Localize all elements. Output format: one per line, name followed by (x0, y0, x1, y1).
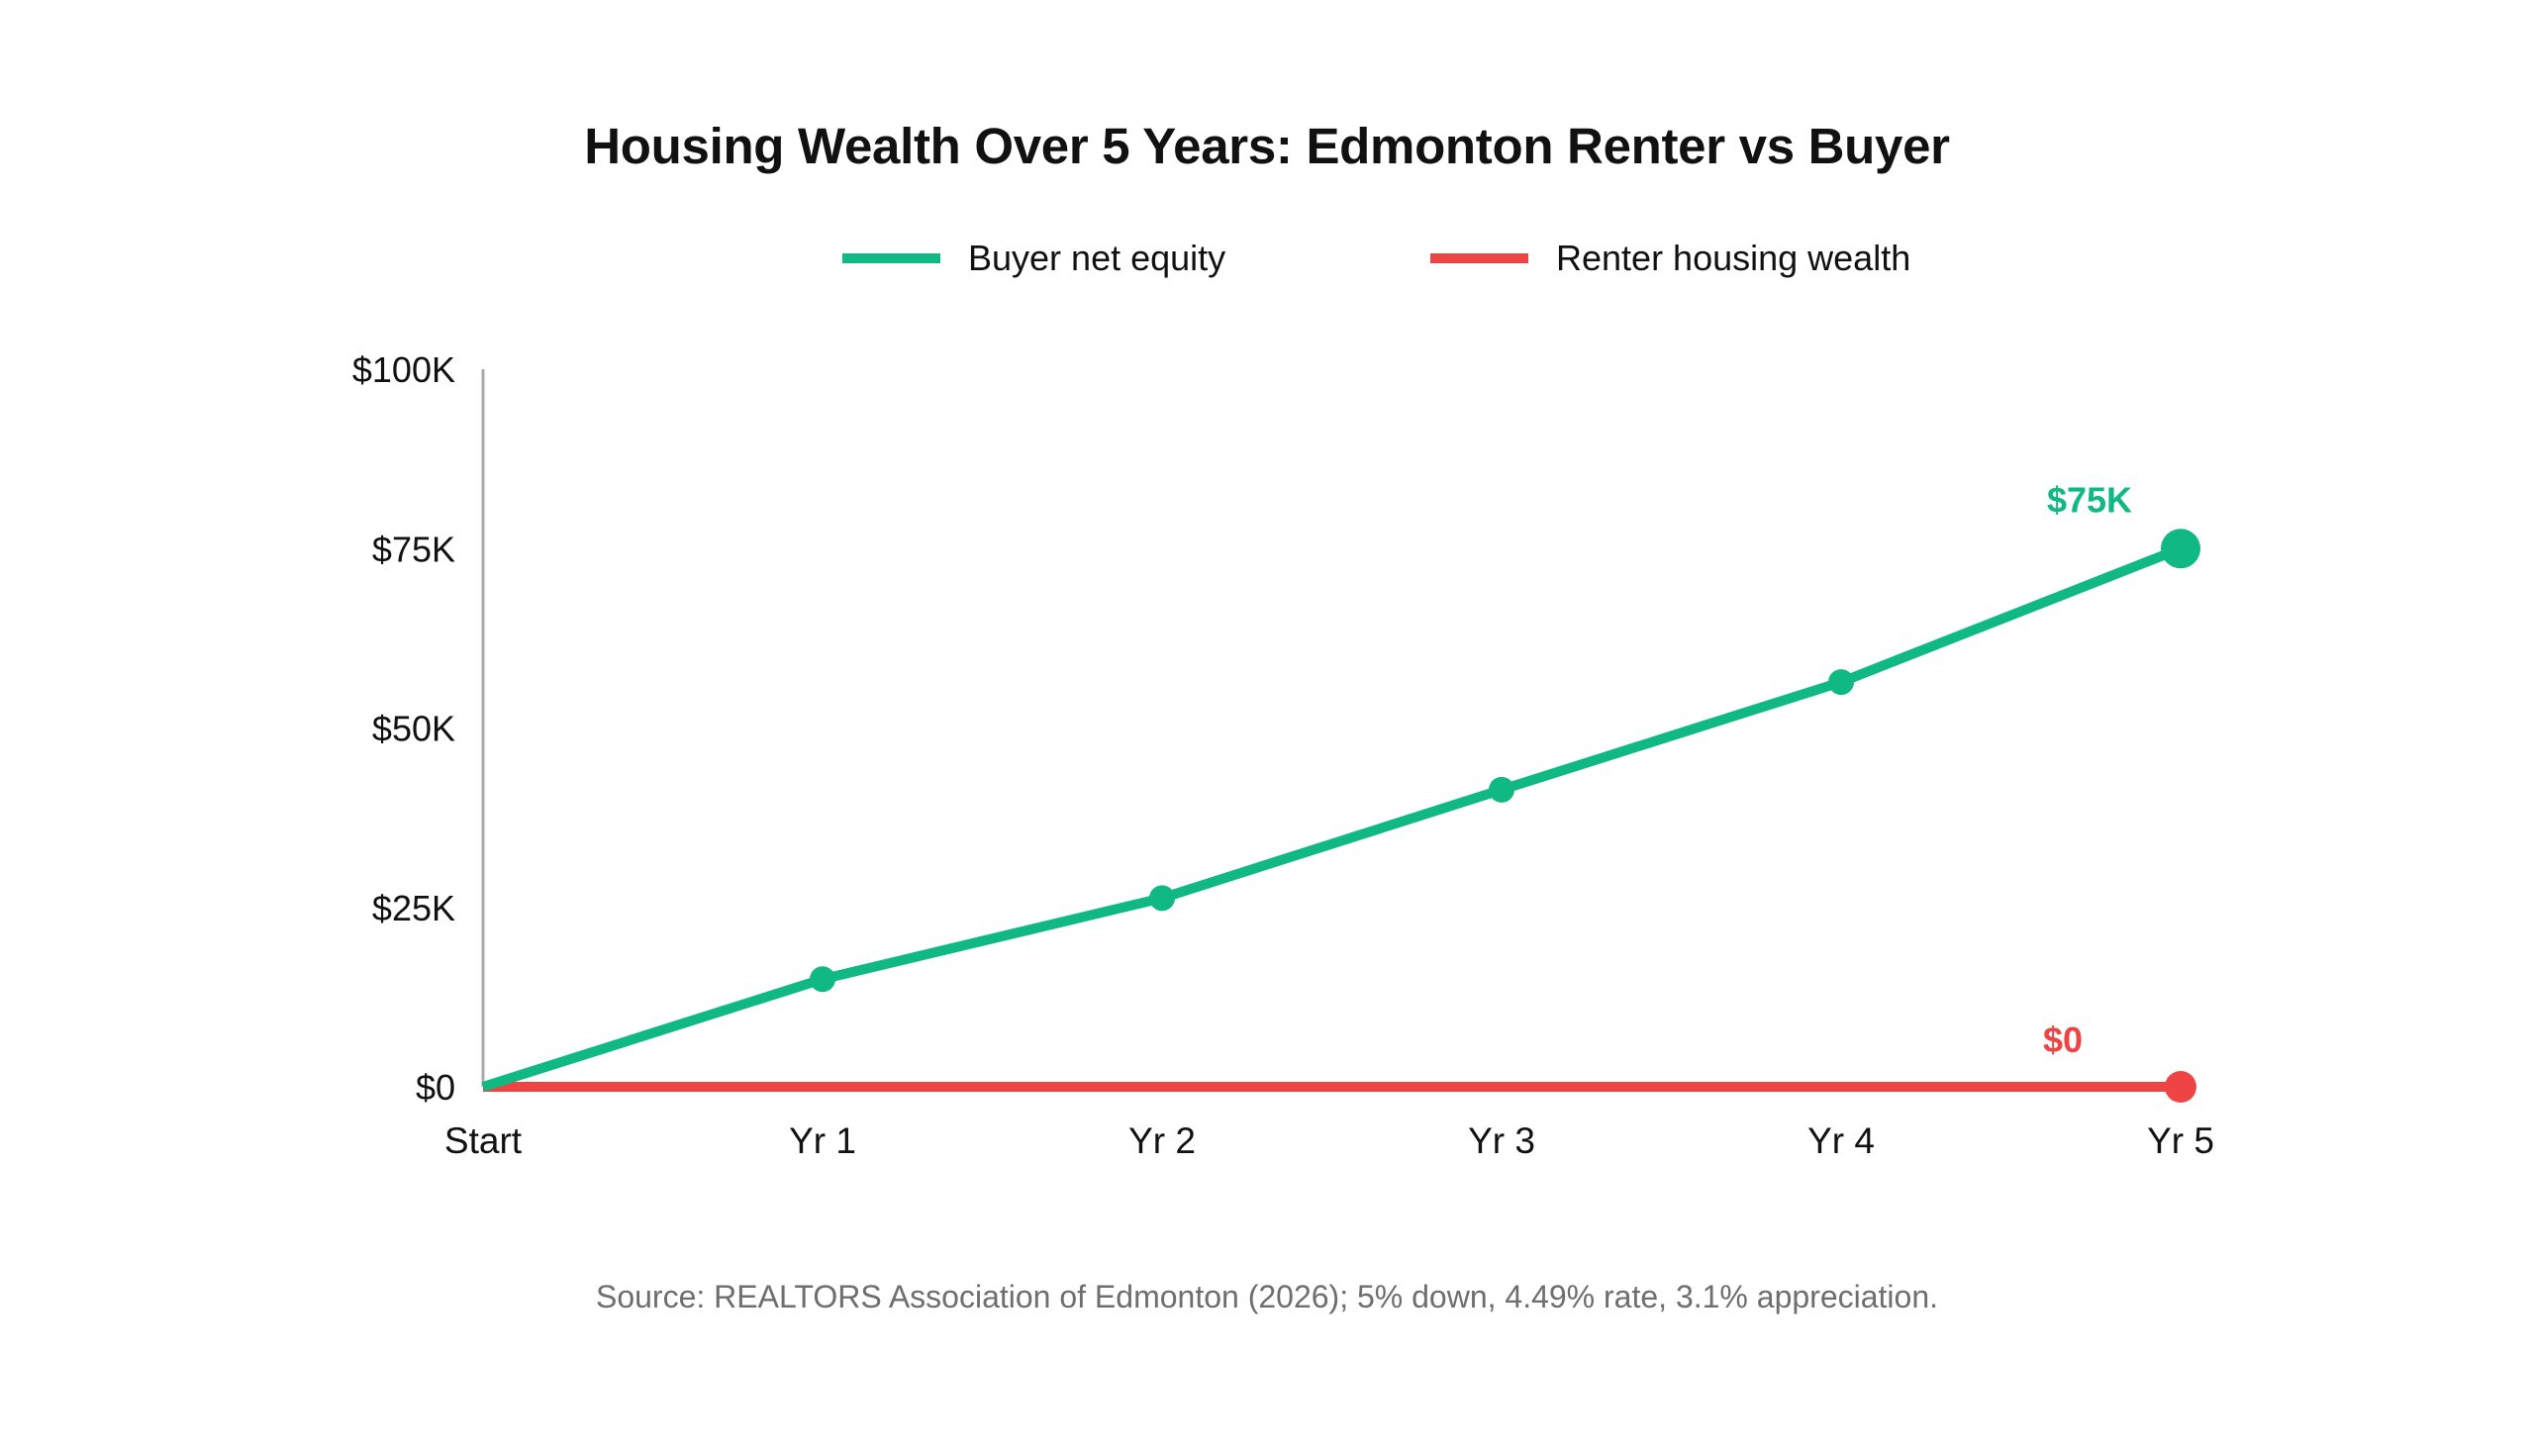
end-point-marker (2161, 529, 2200, 569)
y-tick-label: $50K (372, 709, 455, 749)
y-tick-label: $100K (352, 349, 455, 390)
x-tick-label: Yr 3 (1468, 1120, 1535, 1161)
y-tick-labels: $0 $25K $50K $75K $100K (352, 349, 455, 1108)
legend-label-buyer: Buyer net equity (968, 238, 1226, 278)
data-point-marker (1149, 885, 1175, 912)
data-point-marker (1828, 669, 1854, 696)
data-point-marker (1489, 776, 1514, 803)
data-point-marker (810, 966, 835, 993)
y-tick-label: $25K (372, 888, 455, 928)
y-tick-label: $0 (416, 1067, 455, 1108)
x-tick-label: Yr 2 (1128, 1120, 1196, 1161)
x-tick-label: Yr 1 (789, 1120, 856, 1161)
series-line (481, 543, 2183, 1092)
x-tick-labels: Start Yr 1 Yr 2 Yr 3 Yr 4 Yr 5 (444, 1120, 2214, 1161)
chart-legend: Buyer net equity Renter housing wealth (0, 234, 2534, 283)
buyer-end-value-label: $75K (2047, 479, 2132, 520)
source-note: Source: REALTORS Association of Edmonton… (595, 1279, 1938, 1314)
legend-item-renter: Renter housing wealth (1430, 234, 1910, 283)
legend-item-buyer: Buyer net equity (842, 234, 1225, 283)
x-tick-label: Yr 5 (2147, 1120, 2214, 1161)
end-point-marker (2165, 1071, 2196, 1103)
chart-title: Housing Wealth Over 5 Years: Edmonton Re… (584, 118, 1950, 174)
x-tick-label: Start (444, 1120, 523, 1161)
end-value-labels: $75K $0 (2043, 479, 2132, 1060)
series-renter-line (483, 1071, 2196, 1103)
x-tick-label: Yr 4 (1807, 1120, 1875, 1161)
renter-end-value-label: $0 (2043, 1019, 2083, 1060)
y-tick-label: $75K (372, 529, 455, 569)
legend-swatch-renter (1430, 253, 1528, 263)
legend-label-renter: Renter housing wealth (1556, 238, 1911, 278)
series-buyer-line (481, 529, 2200, 1092)
legend-swatch-buyer (842, 253, 940, 263)
